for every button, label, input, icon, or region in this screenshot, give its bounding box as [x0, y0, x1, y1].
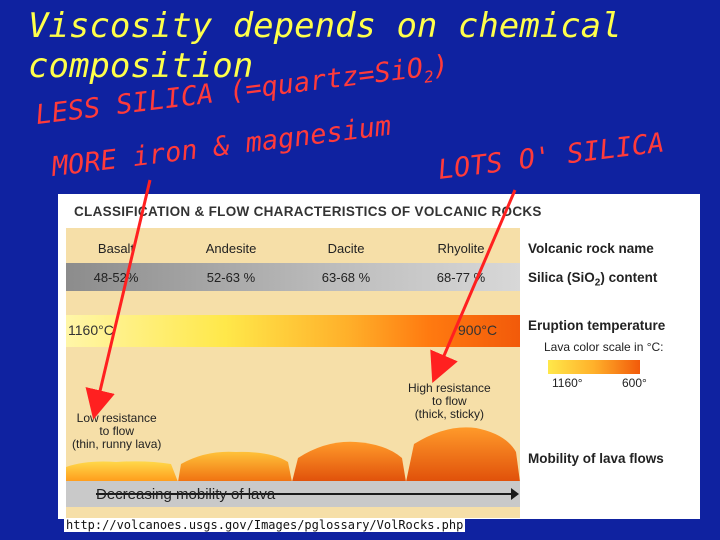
slide-title-line2: composition	[28, 46, 254, 86]
arrow-to-high-resistance	[430, 189, 517, 384]
silica-andesite: 52-63 %	[206, 270, 256, 285]
temp-low-label: 1160°C	[68, 322, 114, 338]
rock-name-andesite: Andesite	[205, 241, 257, 256]
high-resistance-line3: (thick, sticky)	[414, 407, 485, 421]
label-silica-text: Silica (SiO	[528, 270, 595, 285]
silica-dacite: 63-68 %	[321, 270, 371, 285]
lava-flow-shapes	[66, 427, 520, 482]
temperature-band	[66, 315, 520, 347]
silica-rhyolite: 68-77 %	[436, 270, 486, 285]
rock-name-basalt: Basalt	[97, 241, 135, 256]
rock-name-dacite: Dacite	[327, 241, 365, 256]
scale-cool-label: 600°	[622, 376, 647, 390]
label-lava-scale: Lava color scale in °C:	[544, 340, 664, 354]
label-silica-sub: 2	[594, 277, 601, 289]
source-url: http://volcanoes.usgs.gov/Images/pglossa…	[64, 518, 466, 532]
lava-basalt	[66, 461, 178, 482]
low-resistance-line3: (thin, runny lava)	[72, 437, 162, 451]
scale-hot-label: 1160°	[552, 376, 583, 390]
high-resistance-line2: to flow	[432, 394, 467, 408]
silica-band	[66, 263, 520, 291]
label-silica-content: Silica (SiO2) content	[528, 270, 657, 289]
slide-title: Viscosity depends on chemical compositio…	[28, 6, 628, 86]
lava-rhyolite	[406, 427, 520, 482]
temp-high-label: 900°C	[458, 322, 498, 338]
label-eruption-temp: Eruption temperature	[528, 318, 666, 333]
arrow-to-low-resistance	[85, 179, 152, 420]
lava-color-scale	[548, 360, 640, 374]
mobility-arrow	[96, 488, 519, 500]
lava-dacite	[292, 441, 406, 482]
high-resistance-text: High resistance to flow (thick, sticky)	[408, 382, 491, 421]
figure-title: CLASSIFICATION & FLOW CHARACTERISTICS OF…	[74, 204, 542, 219]
label-mobility: Mobility of lava flows	[528, 451, 664, 466]
lava-andesite	[178, 451, 292, 482]
label-rock-name: Volcanic rock name	[528, 241, 654, 256]
rock-name-rhyolite: Rhyolite	[437, 241, 485, 256]
low-resistance-line2: to flow	[99, 424, 135, 438]
slide-title-line1: Viscosity depends on chemical	[28, 6, 622, 46]
label-silica-end: ) content	[600, 270, 658, 285]
mobility-arrow-label: Decreasing mobility of lava	[96, 486, 276, 503]
high-resistance-line1: High resistance	[408, 381, 491, 395]
